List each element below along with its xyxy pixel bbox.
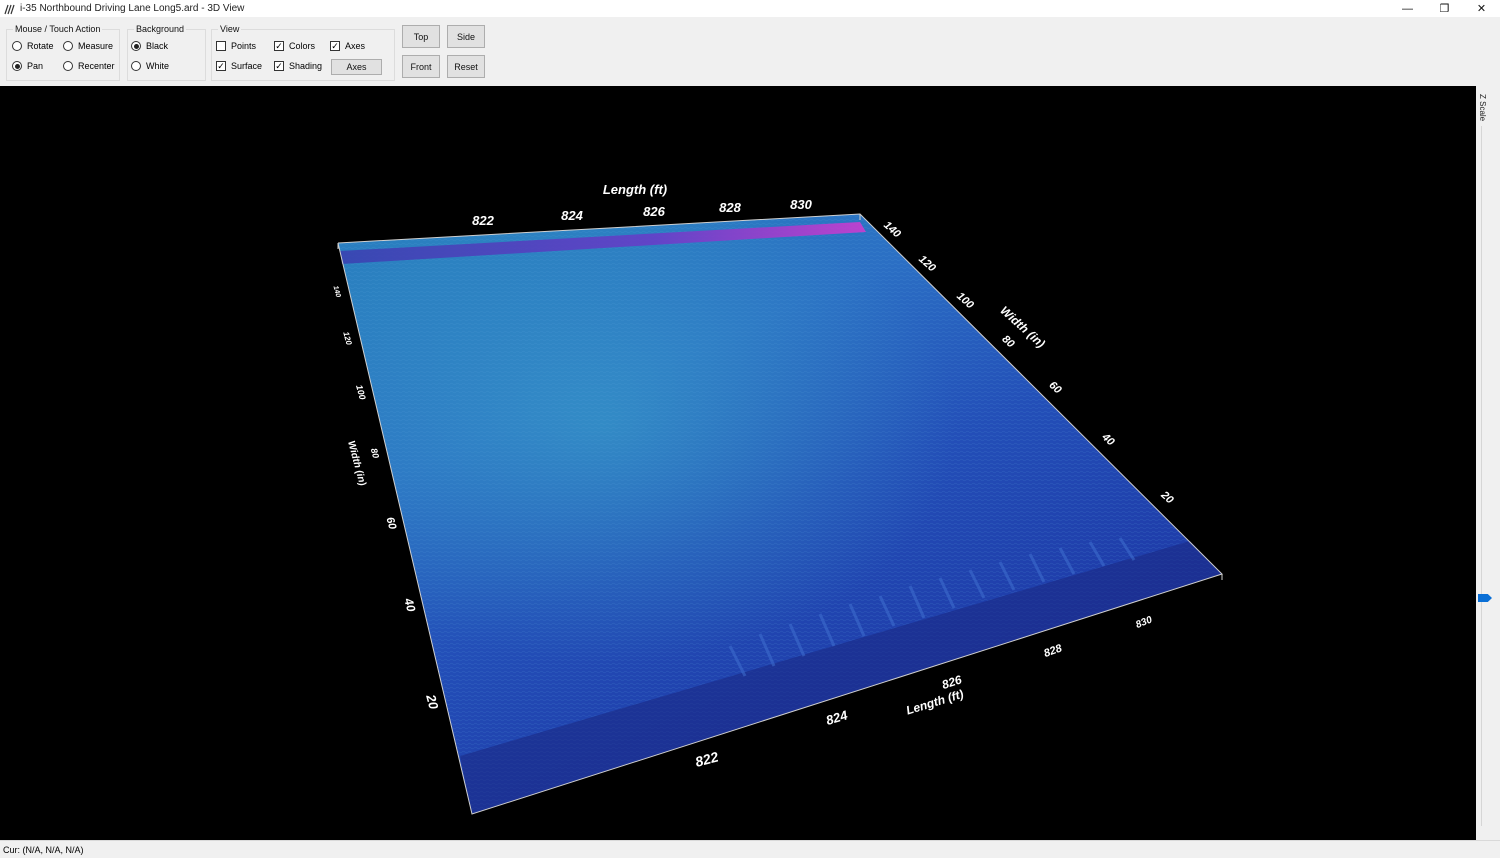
left-width-axis-title: Width (in) (345, 440, 368, 488)
left-width-tick: 40 (401, 596, 418, 614)
colors-checkbox[interactable]: ✓ (274, 40, 284, 51)
back-length-axis-title: Length (ft) (603, 182, 667, 197)
back-length-tick: 824 (561, 208, 583, 223)
window-title: i-35 Northbound Driving Lane Long5.ard -… (20, 3, 245, 14)
surface-ridges (728, 537, 1136, 677)
back-length-tick: 822 (472, 213, 494, 228)
surface-option[interactable]: ✓ Surface (216, 61, 262, 71)
black-label: Black (146, 41, 169, 51)
black-radio[interactable] (131, 41, 141, 51)
right-width-tick: 80 (999, 333, 1017, 351)
right-width-tick: 40 (1099, 431, 1118, 449)
pan-radio[interactable] (12, 61, 22, 71)
side-view-button[interactable]: Side (447, 25, 485, 48)
title-bar: i-35 Northbound Driving Lane Long5.ard -… (0, 0, 1500, 17)
restore-button[interactable]: ❐ (1439, 3, 1450, 15)
left-width-ticks: 140 120 100 80 60 40 20 (332, 285, 442, 711)
status-bar: Cur: (N/A, N/A, N/A) (0, 840, 1500, 858)
back-length-tick: 828 (719, 200, 741, 215)
left-width-tick: 80 (369, 447, 381, 459)
back-length-tick: 826 (643, 204, 665, 219)
white-option[interactable]: White (131, 61, 169, 71)
surface-label: Surface (231, 61, 263, 71)
z-scale-slider-thumb[interactable] (1478, 594, 1492, 602)
recenter-option[interactable]: Recenter (63, 61, 115, 71)
black-option[interactable]: Black (131, 41, 168, 51)
shading-checkbox[interactable]: ✓ (274, 60, 284, 71)
surface-plot[interactable]: Length (ft) 822 824 826 828 830 Width (i… (0, 86, 1476, 840)
front-length-tick: 830 (1134, 614, 1154, 631)
surface-edge-band (340, 222, 866, 264)
view-label: View (218, 24, 242, 34)
measure-label: Measure (78, 41, 114, 51)
cursor-readout: Cur: (N/A, N/A, N/A) (3, 844, 84, 855)
back-length-ticks: 822 824 826 828 830 (472, 197, 812, 228)
axes-settings-button[interactable]: Axes (331, 59, 382, 75)
front-length-ticks: 822 824 826 828 830 (693, 614, 1154, 770)
measure-radio[interactable] (63, 41, 73, 51)
toolbar: Mouse / Touch Action Rotate Measure Pan … (0, 17, 1500, 86)
colors-option[interactable]: ✓ Colors (274, 41, 315, 51)
axes-checkbox[interactable]: ✓ (330, 40, 340, 51)
background-group: Background (127, 24, 206, 81)
back-length-tick: 830 (790, 197, 812, 212)
points-checkbox[interactable] (216, 41, 226, 51)
z-scale-label: Z Scale (1478, 94, 1487, 122)
top-view-button[interactable]: Top (402, 25, 440, 48)
axes-frame (337, 213, 1223, 815)
right-width-tick: 120 (916, 253, 938, 275)
left-width-tick: 120 (341, 331, 353, 347)
minimize-button[interactable]: — (1402, 2, 1413, 15)
right-width-tick: 60 (1046, 379, 1064, 397)
white-label: White (146, 61, 170, 71)
front-length-tick: 826 (940, 672, 964, 692)
rotate-option[interactable]: Rotate (12, 41, 54, 51)
shading-label: Shading (289, 61, 323, 71)
surface-checkbox[interactable]: ✓ (216, 60, 226, 71)
close-button[interactable]: ✕ (1476, 3, 1487, 15)
recenter-radio[interactable] (63, 61, 73, 71)
app-icon (3, 2, 17, 16)
mouse-action-group: Mouse / Touch Action (6, 24, 120, 81)
white-radio[interactable] (131, 61, 141, 71)
z-scale-panel: Z Scale (1476, 86, 1500, 840)
pan-label: Pan (27, 61, 44, 71)
rotate-label: Rotate (27, 41, 54, 51)
points-option[interactable]: Points (216, 41, 256, 51)
view-group: View (211, 24, 395, 81)
mouse-action-label: Mouse / Touch Action (13, 24, 103, 34)
rotate-radio[interactable] (12, 41, 22, 51)
left-width-tick: 100 (354, 384, 368, 401)
axes-label: Axes (345, 41, 366, 51)
front-length-tick: 822 (693, 748, 720, 770)
left-width-tick: 140 (332, 285, 342, 298)
measure-option[interactable]: Measure (63, 41, 113, 51)
front-length-axis-title: Length (ft) (904, 687, 965, 718)
pan-option[interactable]: Pan (12, 61, 43, 71)
reset-view-button[interactable]: Reset (447, 55, 485, 78)
right-width-tick: 100 (954, 290, 976, 312)
z-scale-track[interactable] (1481, 126, 1482, 826)
left-width-tick: 20 (423, 692, 442, 712)
shading-option[interactable]: ✓ Shading (274, 61, 322, 71)
front-length-tick: 828 (1042, 642, 1064, 660)
background-label: Background (134, 24, 187, 34)
left-width-tick: 60 (384, 516, 399, 532)
axes-option[interactable]: ✓ Axes (330, 41, 365, 51)
3d-viewport[interactable]: Length (ft) 822 824 826 828 830 Width (i… (0, 86, 1476, 840)
recenter-label: Recenter (78, 61, 115, 71)
points-label: Points (231, 41, 257, 51)
front-length-tick: 824 (824, 707, 850, 728)
colors-label: Colors (289, 41, 316, 51)
front-view-button[interactable]: Front (402, 55, 440, 78)
right-width-tick: 20 (1158, 489, 1177, 507)
